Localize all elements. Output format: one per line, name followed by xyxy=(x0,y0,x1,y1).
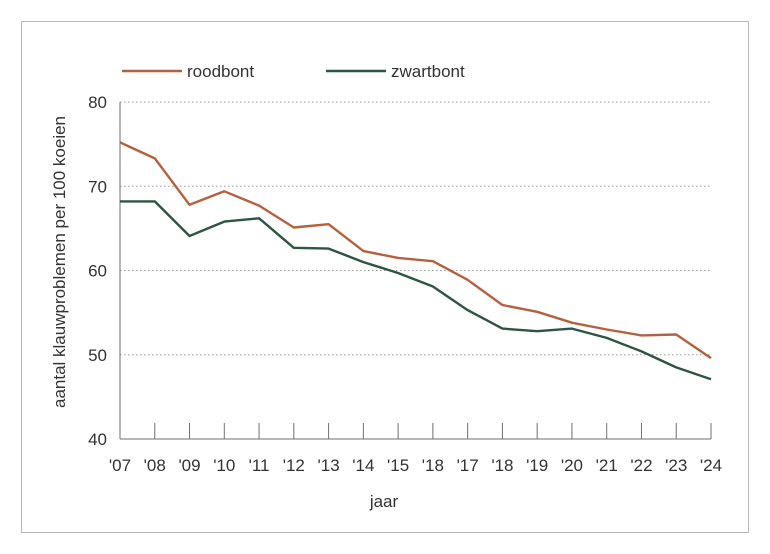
x-tick-label: '15 xyxy=(387,456,409,475)
x-tick-label: '18 xyxy=(491,456,513,475)
x-tick-label: '22 xyxy=(630,456,652,475)
x-tick-label: '08 xyxy=(144,456,166,475)
series-line-roodbont xyxy=(119,141,712,360)
legend-label-roodbont: roodbont xyxy=(187,62,254,81)
x-tick-label: '24 xyxy=(700,456,722,475)
gridlines xyxy=(120,101,711,356)
x-tick-label: '11 xyxy=(249,456,270,475)
series-lines xyxy=(119,141,712,381)
x-tick-label: '19 xyxy=(526,456,548,475)
x-tick-label: '07 xyxy=(109,456,131,475)
y-tick-label: 50 xyxy=(88,346,107,365)
axes xyxy=(119,102,712,440)
legend-label-zwartbont: zwartbont xyxy=(391,62,465,81)
y-tick-label: 70 xyxy=(88,177,107,196)
y-axis-label: aantal klauwproblemen per 100 koeien xyxy=(50,116,69,408)
x-tick-label: '10 xyxy=(213,456,235,475)
legend: roodbont zwartbont xyxy=(122,62,465,81)
x-tick-label: '18 xyxy=(422,456,444,475)
series-line-zwartbont xyxy=(120,200,712,381)
x-tick-label: '20 xyxy=(561,456,583,475)
x-tick-label: '13 xyxy=(318,456,340,475)
y-tick-label: 80 xyxy=(88,93,107,112)
y-tick-label: 40 xyxy=(88,430,107,449)
x-axis-label: jaar xyxy=(369,492,399,511)
chart-frame xyxy=(21,21,749,533)
x-tick-label: '17 xyxy=(457,456,479,475)
x-tick-label: '09 xyxy=(178,456,200,475)
x-tick-label: '14 xyxy=(352,456,374,475)
y-tick-label: 60 xyxy=(88,262,107,281)
y-tick-labels: 40 50 60 70 80 xyxy=(88,93,107,449)
x-tick-label: '12 xyxy=(283,456,305,475)
x-tick-label: '23 xyxy=(665,456,687,475)
x-tick-label: '21 xyxy=(596,456,618,475)
x-tick-labels: '07 '08 '09 '10 '11 '12 '13 '14 '15 '18 '17 '18 '19 '… xyxy=(109,456,722,475)
